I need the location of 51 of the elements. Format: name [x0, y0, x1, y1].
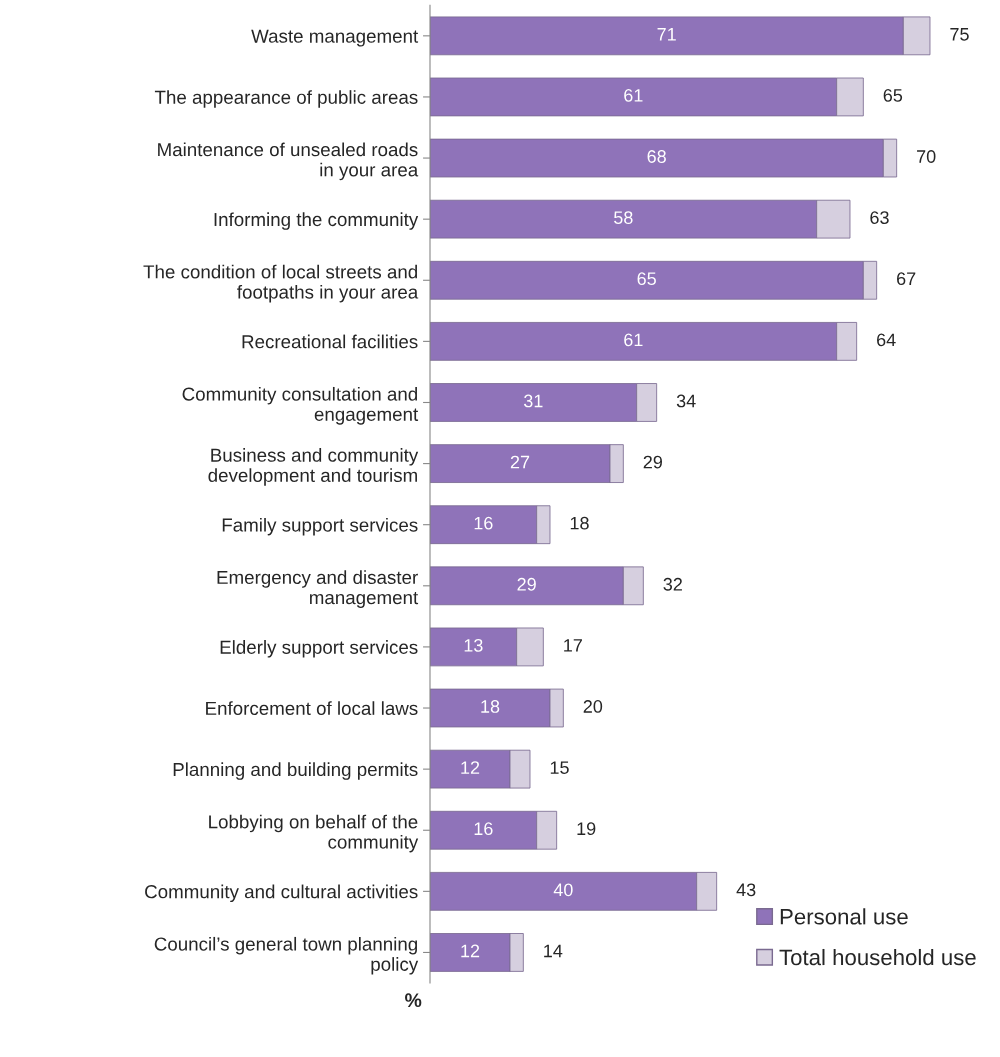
- y-tick-label: Maintenance of unsealed roads in your area: [158, 142, 419, 181]
- total-label: 15: [550, 761, 569, 774]
- total-label: 67: [897, 272, 916, 286]
- total-label: 70: [917, 150, 936, 163]
- y-tick-label: Emergency and disaster management: [217, 570, 419, 608]
- data-label: 27: [510, 455, 530, 469]
- total-label: 29: [643, 455, 663, 469]
- total-label: 34: [676, 394, 696, 408]
- total-label: 43: [736, 883, 756, 897]
- data-label: 71: [657, 28, 676, 41]
- y-tick-label: The condition of local streets and footpaths in your area: [143, 264, 419, 303]
- data-label: 13: [464, 638, 483, 652]
- y-tick-label: Recreational facilities: [242, 334, 418, 349]
- y-tick-label: Lobbying on behalf of the community: [209, 814, 419, 853]
- total-label: 18: [570, 516, 589, 530]
- x-axis-title: %: [405, 993, 422, 1008]
- y-tick-label: Community consultation and engagement: [182, 386, 419, 425]
- y-tick-label: The appearance of public areas: [154, 90, 418, 108]
- y-tick-label: Elderly support services: [220, 640, 418, 658]
- data-label: 16: [474, 516, 493, 530]
- total-label: 20: [583, 700, 603, 713]
- data-label: 18: [481, 700, 500, 713]
- total-label: 32: [663, 577, 682, 591]
- y-tick-label: Enforcement of local laws: [206, 701, 418, 715]
- data-label: 68: [647, 150, 666, 163]
- y-tick-label: Informing the community: [214, 212, 419, 230]
- total-label: 65: [883, 89, 903, 102]
- y-tick-label: Council’s general town planning policy: [154, 936, 419, 975]
- legend-label: Personal use: [780, 908, 908, 925]
- total-label: 17: [564, 639, 582, 652]
- data-label: 61: [624, 89, 643, 102]
- y-tick-label: Family support services: [222, 517, 418, 536]
- data-label: 61: [624, 333, 643, 347]
- y-tick-label: Business and community development and tourism: [208, 448, 419, 486]
- total-label: 63: [870, 211, 889, 225]
- data-label: 31: [523, 394, 543, 408]
- y-tick-label: Planning and building permits: [173, 762, 418, 780]
- y-tick-label: Waste management: [251, 29, 419, 47]
- data-label: 65: [637, 272, 656, 286]
- total-label: 19: [577, 822, 596, 836]
- total-label: 64: [877, 333, 896, 347]
- legend-label: Total household use: [779, 948, 976, 966]
- y-tick-label: Community and cultural activities: [145, 884, 418, 903]
- data-label: 58: [614, 211, 633, 225]
- total-label: 75: [950, 28, 969, 41]
- data-label: 16: [474, 822, 493, 836]
- total-label: 14: [544, 944, 563, 958]
- data-label: 40: [553, 883, 573, 897]
- data-label: 29: [517, 577, 536, 591]
- data-label: 12: [461, 761, 480, 774]
- data-label: 12: [461, 944, 480, 958]
